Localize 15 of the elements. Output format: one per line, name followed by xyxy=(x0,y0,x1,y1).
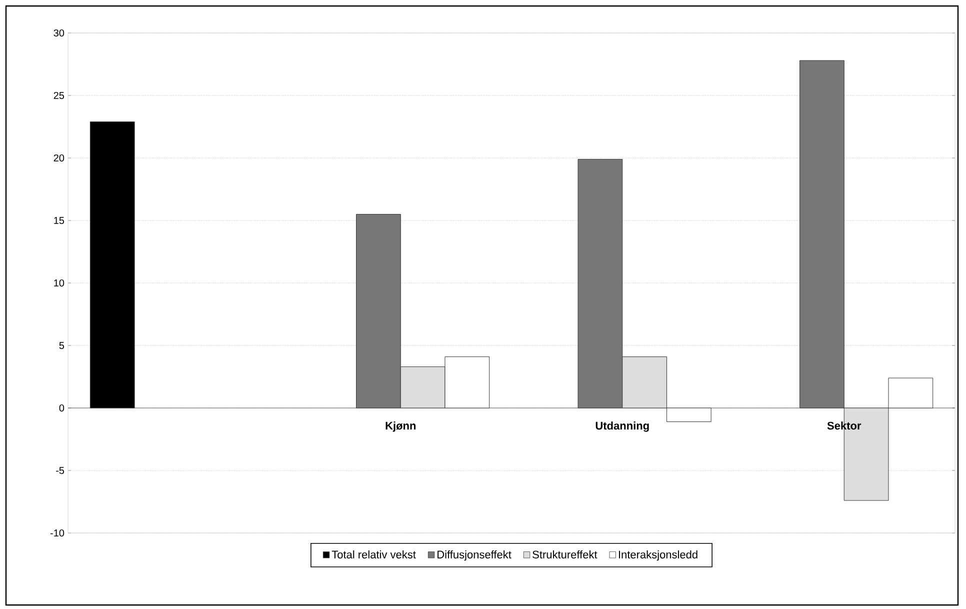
y-tick-label: 30 xyxy=(54,29,64,37)
x-tick-label: Utdanning xyxy=(596,422,649,432)
legend-label: Interaksjonsledd xyxy=(618,550,698,561)
legend-label: Total relativ vekst xyxy=(332,550,416,558)
legend-label: Struktureffekt xyxy=(532,550,598,558)
x-tick-label: Kjønn xyxy=(386,422,416,432)
y-tick-label: 20 xyxy=(54,154,64,162)
y-tick-label: 10 xyxy=(54,279,64,287)
y-tick-label: 5 xyxy=(59,342,64,349)
y-tick-label: 0 xyxy=(59,404,64,412)
y-tick-label: 25 xyxy=(54,92,64,100)
y-tick-label: -5 xyxy=(56,466,64,474)
y-tick-label: 15 xyxy=(54,216,64,224)
y-tick-label: -10 xyxy=(50,529,64,537)
legend-label: Diffusjonseffekt xyxy=(438,550,512,561)
